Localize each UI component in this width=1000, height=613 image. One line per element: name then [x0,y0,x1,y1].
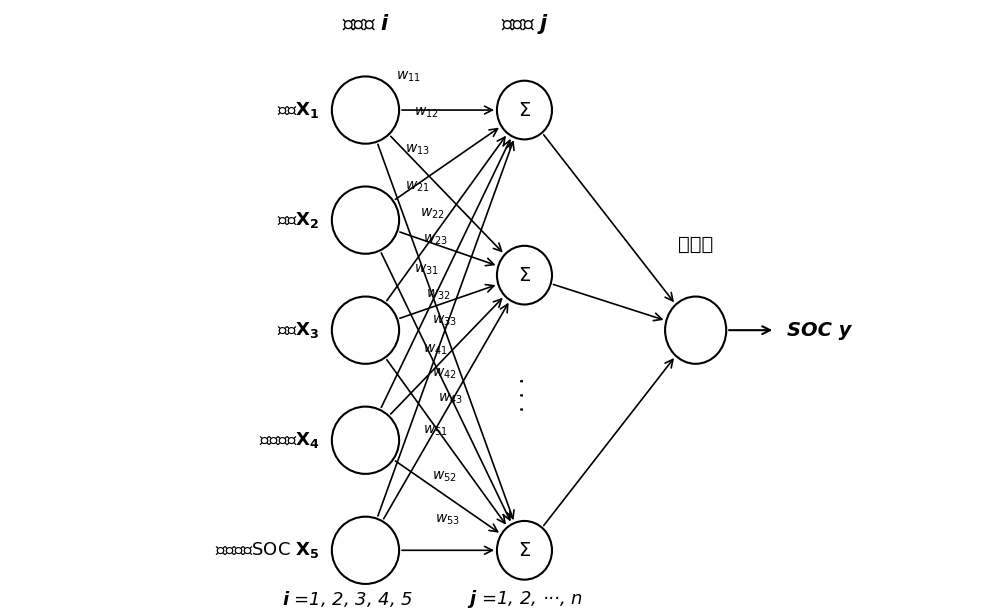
Ellipse shape [332,517,399,584]
Text: $w_{51}$: $w_{51}$ [423,424,448,438]
Ellipse shape [497,81,552,139]
Text: 电压$\mathbf{X_2}$: 电压$\mathbf{X_2}$ [277,210,320,230]
Ellipse shape [497,246,552,305]
Text: · · ·: · · · [514,377,534,412]
Text: $w_{42}$: $w_{42}$ [432,367,457,381]
Ellipse shape [332,77,399,143]
Text: $w_{11}$: $w_{11}$ [396,69,421,83]
Text: $\Sigma$: $\Sigma$ [518,265,531,284]
Ellipse shape [332,297,399,364]
Text: 输入层 $\boldsymbol{i}$: 输入层 $\boldsymbol{i}$ [342,15,389,34]
Text: SOC y: SOC y [787,321,852,340]
Text: $w_{43}$: $w_{43}$ [438,392,463,406]
Text: 前一时刻SOC $\mathbf{X_5}$: 前一时刻SOC $\mathbf{X_5}$ [215,540,320,560]
Text: $\Sigma$: $\Sigma$ [518,541,531,560]
Text: $w_{41}$: $w_{41}$ [423,343,448,357]
Text: 温度$\mathbf{X_3}$: 温度$\mathbf{X_3}$ [277,320,320,340]
Ellipse shape [332,186,399,254]
Text: $w_{33}$: $w_{33}$ [432,314,457,328]
Text: $w_{21}$: $w_{21}$ [405,179,430,194]
Text: $w_{12}$: $w_{12}$ [414,106,439,120]
Text: $w_{31}$: $w_{31}$ [414,263,439,278]
Text: $\Sigma$: $\Sigma$ [518,101,531,120]
Ellipse shape [665,297,726,364]
Text: $w_{53}$: $w_{53}$ [435,512,460,527]
Ellipse shape [332,406,399,474]
Text: $w_{13}$: $w_{13}$ [405,143,430,157]
Text: 变温速率$\mathbf{X_4}$: 变温速率$\mathbf{X_4}$ [259,430,320,450]
Text: $w_{22}$: $w_{22}$ [420,207,445,221]
Text: $\boldsymbol{j}$ =1, 2, ···, n: $\boldsymbol{j}$ =1, 2, ···, n [467,588,582,610]
Text: 隐含层 $\boldsymbol{j}$: 隐含层 $\boldsymbol{j}$ [501,12,548,36]
Ellipse shape [497,521,552,580]
Text: $w_{52}$: $w_{52}$ [432,470,457,484]
Text: 电流$\mathbf{X_1}$: 电流$\mathbf{X_1}$ [277,100,320,120]
Text: $\boldsymbol{i}$ =1, 2, 3, 4, 5: $\boldsymbol{i}$ =1, 2, 3, 4, 5 [282,589,413,609]
Text: $w_{23}$: $w_{23}$ [423,232,448,247]
Text: $w_{32}$: $w_{32}$ [426,287,451,302]
Text: 输出层: 输出层 [678,235,713,254]
